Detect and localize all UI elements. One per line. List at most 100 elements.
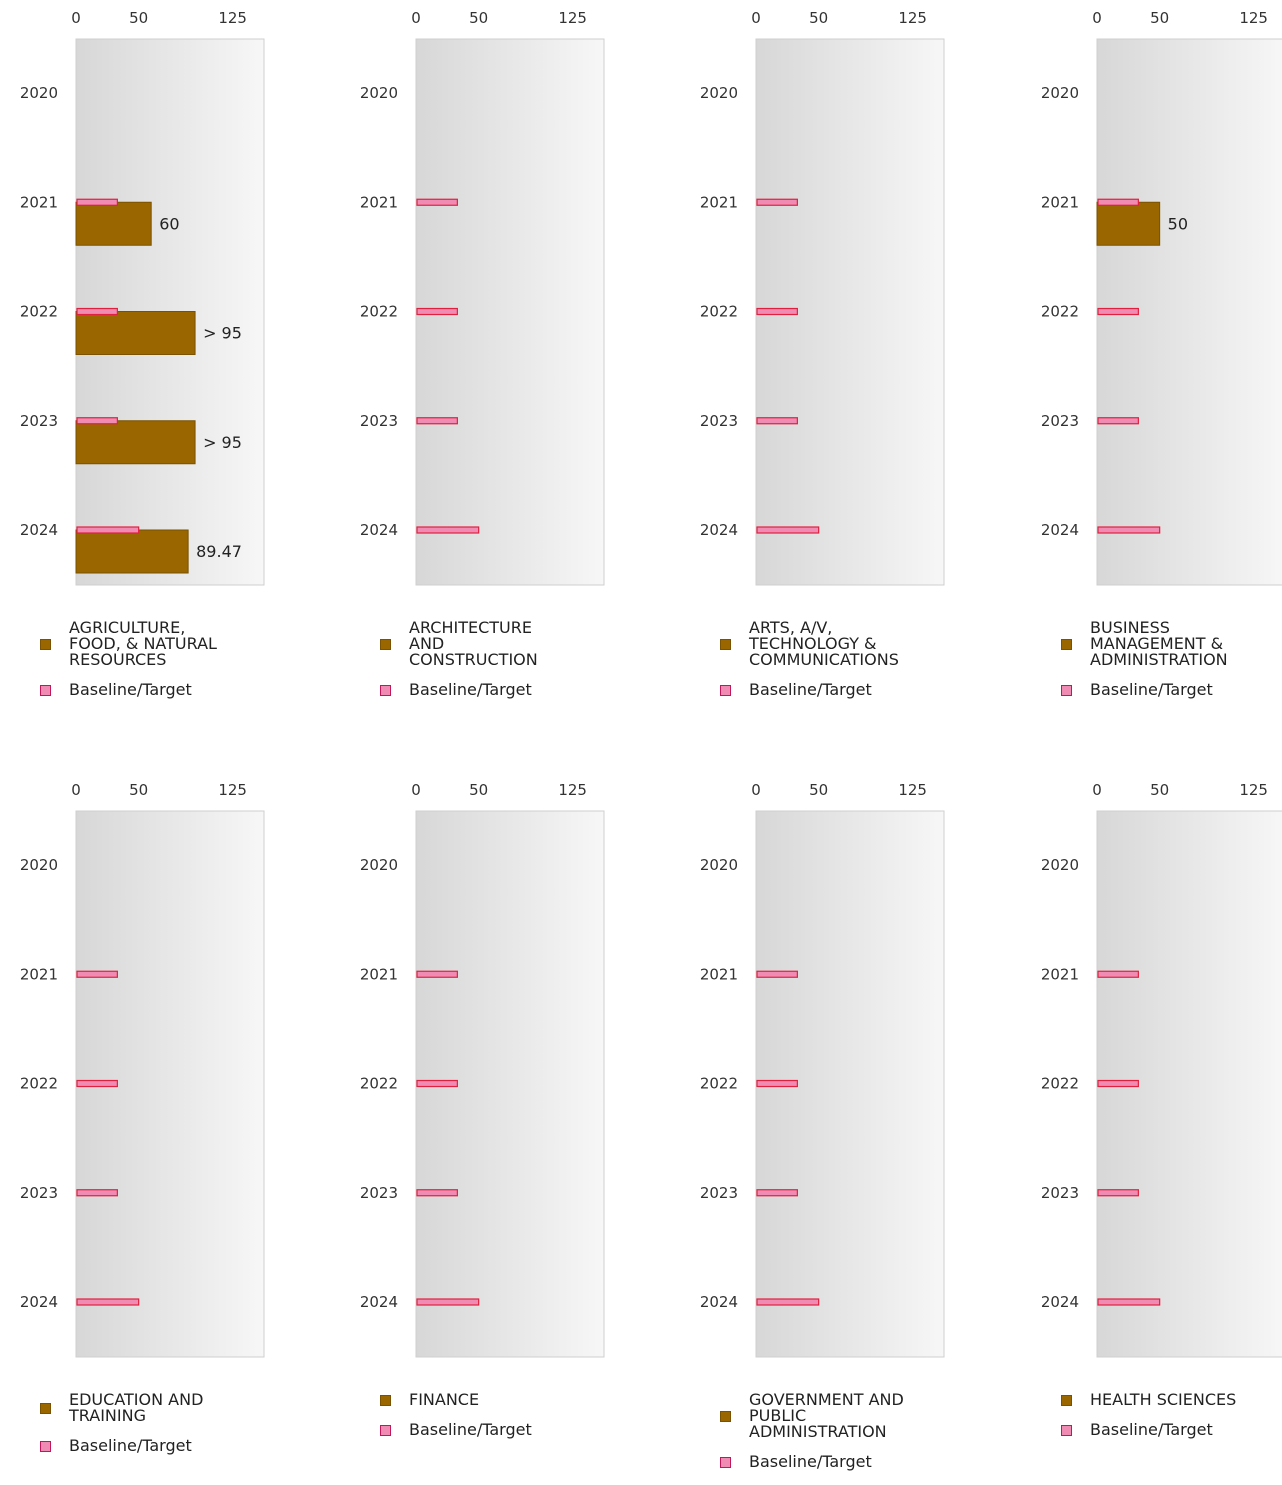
legend-swatch — [380, 684, 391, 696]
legend-item-series: ARCHITECTURE AND CONSTRUCTION — [380, 620, 620, 668]
x-tick-label: 50 — [469, 9, 488, 27]
legend-line: PUBLIC — [749, 1406, 807, 1425]
y-tick-label: 2023 — [700, 1184, 738, 1202]
legend-item-series: FINANCE — [380, 1392, 620, 1408]
chart-panel: 0 50 125 2020 2021 2022 2023 2024 — [360, 781, 605, 1358]
legend-label: Baseline/Target — [1090, 1420, 1213, 1439]
legend-line: ARTS, A/V, — [749, 618, 833, 637]
y-tick-label: 2024 — [700, 521, 738, 539]
y-tick-label: 2022 — [20, 1075, 58, 1093]
legend-item-target: Baseline/Target — [720, 682, 960, 698]
y-tick-label: 2023 — [1041, 412, 1079, 430]
target-bar — [416, 970, 458, 978]
bar — [75, 311, 196, 355]
legend-line: FINANCE — [409, 1390, 480, 1409]
chart-panel: 0 50 125 2020 2021 2022 2023 2024 — [360, 9, 605, 586]
legend: FINANCE Baseline/Target — [380, 1392, 620, 1438]
target-bar — [756, 1298, 820, 1306]
x-tick-label: 125 — [1239, 781, 1268, 799]
y-tick-label: 2021 — [20, 965, 58, 983]
target-bar — [76, 198, 118, 206]
y-tick-label: 2020 — [700, 84, 738, 102]
target-bar — [416, 198, 458, 206]
y-tick-label: 2023 — [700, 412, 738, 430]
legend-line: ADMINISTRATION — [1090, 650, 1228, 669]
target-bar — [416, 1189, 458, 1197]
legend-item-target: Baseline/Target — [1061, 682, 1282, 698]
chart-panel: 0 50 125 2020 2021 2022 2023 2024 50 — [1041, 9, 1282, 586]
target-bar — [756, 307, 798, 316]
legend-label: Baseline/Target — [409, 680, 532, 699]
legend-item-target: Baseline/Target — [720, 1454, 960, 1470]
target-bar — [1097, 1298, 1161, 1306]
legend-label: BUSINESS MANAGEMENT & ADMINISTRATION — [1090, 620, 1228, 668]
y-tick-label: 2021 — [700, 965, 738, 983]
y-tick-label: 2021 — [700, 193, 738, 211]
target-bar — [756, 526, 820, 534]
x-tick-label: 125 — [1239, 9, 1268, 27]
x-tick-label: 50 — [129, 781, 148, 799]
y-tick-label: 2021 — [360, 193, 398, 211]
x-tick-label: 125 — [898, 781, 927, 799]
legend-line: RESOURCES — [69, 650, 167, 669]
target-bar — [1097, 970, 1139, 978]
x-tick-label: 50 — [129, 9, 148, 27]
legend-swatch — [720, 684, 731, 696]
legend-line: COMMUNICATIONS — [749, 650, 899, 669]
x-tick-label: 125 — [558, 781, 587, 799]
y-tick-label: 2024 — [20, 521, 58, 539]
legend-item-series: GOVERNMENT AND PUBLIC ADMINISTRATION — [720, 1392, 960, 1440]
data-label: 89.47 — [196, 542, 242, 561]
legend-label: Baseline/Target — [749, 680, 872, 699]
y-tick-label: 2020 — [20, 856, 58, 874]
legend: BUSINESS MANAGEMENT & ADMINISTRATION Baseli… — [1061, 620, 1282, 698]
legend-item-series: HEALTH SCIENCES — [1061, 1392, 1282, 1408]
x-tick-label: 0 — [411, 9, 421, 27]
y-tick-label: 2020 — [700, 856, 738, 874]
legend-swatch — [380, 638, 391, 650]
x-tick-label: 50 — [809, 9, 828, 27]
target-bar — [416, 526, 480, 534]
target-bar — [1097, 1189, 1139, 1197]
target-bar — [756, 1189, 798, 1197]
legend-item-target: Baseline/Target — [40, 682, 280, 698]
legend-label: Baseline/Target — [1090, 680, 1213, 699]
y-tick-label: 2023 — [1041, 1184, 1079, 1202]
legend-line: AGRICULTURE, — [69, 618, 186, 637]
y-tick-label: 2020 — [360, 84, 398, 102]
legend: GOVERNMENT AND PUBLIC ADMINISTRATION Baseli… — [720, 1392, 960, 1470]
legend-line: HEALTH SCIENCES — [1090, 1390, 1237, 1409]
target-bar — [76, 1079, 118, 1088]
target-bar — [76, 526, 140, 534]
legend-item-target: Baseline/Target — [380, 1422, 620, 1438]
y-tick-label: 2023 — [20, 412, 58, 430]
y-tick-label: 2024 — [1041, 521, 1079, 539]
target-bar — [1097, 198, 1139, 206]
legend: HEALTH SCIENCES Baseline/Target — [1061, 1392, 1282, 1438]
x-tick-label: 50 — [1150, 781, 1169, 799]
legend-line: AND — [409, 634, 445, 653]
y-tick-label: 2022 — [360, 1075, 398, 1093]
y-tick-label: 2023 — [360, 1184, 398, 1202]
legend-swatch — [720, 1456, 731, 1468]
target-bar — [1097, 307, 1139, 316]
target-bar — [76, 1189, 118, 1197]
legend-label: AGRICULTURE, FOOD, & NATURAL RESOURCES — [69, 620, 217, 668]
legend-label: Baseline/Target — [409, 1420, 532, 1439]
bar — [75, 420, 196, 465]
y-tick-label: 2022 — [20, 303, 58, 321]
legend-line: GOVERNMENT AND — [749, 1390, 904, 1409]
data-label: > 95 — [203, 324, 242, 343]
target-bar — [416, 417, 458, 425]
data-label: 60 — [159, 214, 179, 233]
y-tick-label: 2024 — [700, 1293, 738, 1311]
legend: EDUCATION AND TRAINING Baseline/Target — [40, 1392, 280, 1454]
bar — [75, 201, 152, 246]
legend-item-series: AGRICULTURE, FOOD, & NATURAL RESOURCES — [40, 620, 280, 668]
target-bar — [76, 1298, 140, 1306]
legend-label: ARTS, A/V, TECHNOLOGY & COMMUNICATIONS — [749, 620, 899, 668]
legend-swatch — [720, 1410, 731, 1422]
legend-line: ARCHITECTURE — [409, 618, 532, 637]
chart-panel: 0 50 125 2020 2021 2022 2023 2024 — [20, 781, 265, 1358]
legend-label: FINANCE — [409, 1392, 479, 1408]
